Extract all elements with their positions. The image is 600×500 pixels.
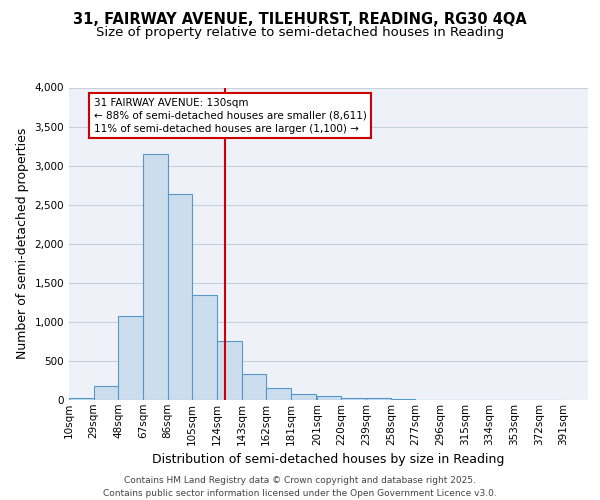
Bar [192, 294, 217, 400]
Bar [118, 316, 143, 400]
Text: 31 FAIRWAY AVENUE: 130sqm
← 88% of semi-detached houses are smaller (8,611)
11% : 31 FAIRWAY AVENUE: 130sqm ← 88% of semi-… [94, 98, 367, 134]
Bar [291, 394, 316, 400]
Bar [366, 398, 391, 400]
X-axis label: Distribution of semi-detached houses by size in Reading: Distribution of semi-detached houses by … [152, 453, 505, 466]
Bar [391, 399, 415, 400]
Bar [317, 396, 341, 400]
Text: Contains HM Land Registry data © Crown copyright and database right 2025.
Contai: Contains HM Land Registry data © Crown c… [103, 476, 497, 498]
Bar [69, 398, 94, 400]
Bar [217, 342, 242, 400]
Text: Size of property relative to semi-detached houses in Reading: Size of property relative to semi-detach… [96, 26, 504, 39]
Bar [341, 398, 366, 400]
Bar [266, 388, 291, 400]
Y-axis label: Number of semi-detached properties: Number of semi-detached properties [16, 128, 29, 360]
Bar [167, 194, 192, 400]
Text: 31, FAIRWAY AVENUE, TILEHURST, READING, RG30 4QA: 31, FAIRWAY AVENUE, TILEHURST, READING, … [73, 12, 527, 28]
Bar [94, 386, 118, 400]
Bar [242, 374, 266, 400]
Bar [143, 154, 167, 400]
